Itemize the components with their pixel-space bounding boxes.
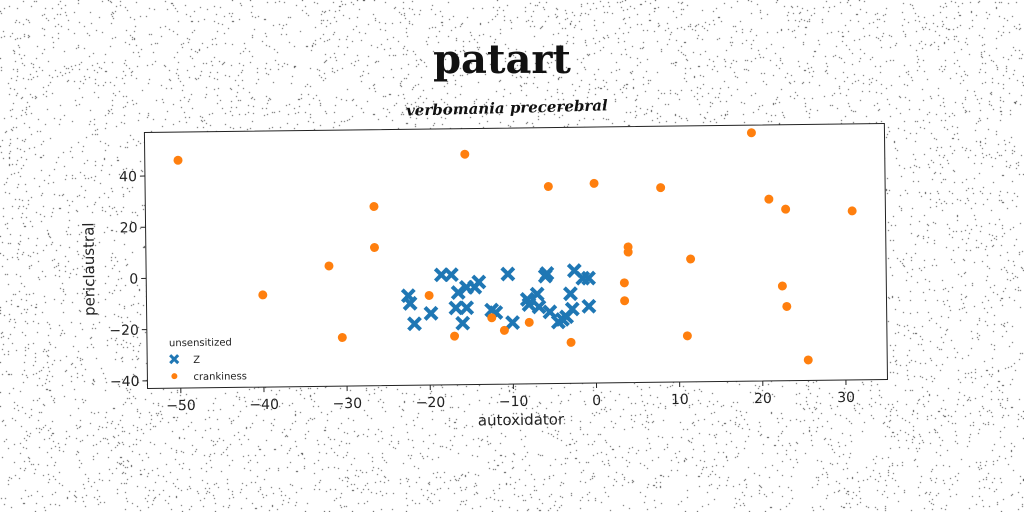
- x-tick-label: 10: [671, 392, 689, 408]
- legend-label-crankiness: crankiness: [193, 371, 247, 383]
- point-crankiness: [847, 206, 857, 216]
- y-axis-label: periclaustral: [80, 222, 99, 316]
- point-z: [581, 270, 597, 286]
- y-tick-label: −20: [109, 323, 139, 339]
- point-crankiness: [524, 317, 534, 327]
- point-crankiness: [682, 331, 692, 341]
- point-z: [505, 315, 521, 331]
- x-tick-label: −50: [166, 398, 196, 414]
- point-crankiness: [369, 202, 379, 212]
- y-tick-label: −40: [110, 374, 140, 390]
- point-crankiness: [746, 128, 756, 138]
- point-z: [455, 315, 471, 331]
- point-z: [581, 298, 597, 314]
- y-tick-label: 20: [120, 220, 138, 236]
- point-crankiness: [543, 181, 553, 191]
- y-tick-label: 0: [129, 272, 138, 288]
- point-z: [471, 274, 487, 290]
- point-crankiness: [424, 290, 434, 300]
- legend-title: unsensitized: [169, 337, 232, 349]
- point-z: [531, 299, 547, 315]
- point-z: [529, 286, 545, 302]
- legend-marker-crankiness: [171, 373, 178, 380]
- axes-frame: [143, 122, 888, 390]
- x-tick-label: −30: [332, 396, 362, 412]
- point-crankiness: [324, 261, 334, 271]
- point-crankiness: [686, 254, 696, 264]
- point-crankiness: [781, 204, 791, 214]
- x-tick-label: 30: [837, 390, 855, 406]
- point-z: [539, 266, 555, 282]
- point-crankiness: [656, 183, 666, 193]
- x-axis-label: autoxidator: [478, 410, 565, 429]
- point-crankiness: [460, 149, 470, 159]
- data-points: [173, 128, 857, 365]
- point-crankiness: [173, 155, 183, 165]
- point-crankiness: [499, 325, 509, 335]
- x-tick-label: 0: [592, 393, 601, 409]
- point-crankiness: [258, 290, 268, 300]
- point-z: [443, 267, 459, 283]
- legend-marker-z: [169, 354, 180, 365]
- plot-area: −50 −40 −30 −20 −10 0 10 20 30 −40 −20 0 20 40 unsen…: [80, 122, 888, 429]
- chart-title: patart: [433, 36, 571, 83]
- y-axis-ticks: −40 −20 0 20 40: [109, 169, 148, 390]
- point-z: [423, 305, 439, 321]
- x-axis-ticks: −50 −40 −30 −20 −10 0 10 20 30: [166, 379, 855, 414]
- point-crankiness: [623, 247, 633, 257]
- point-z: [459, 300, 475, 316]
- point-z: [564, 301, 580, 317]
- point-crankiness: [619, 278, 629, 288]
- point-z: [407, 316, 422, 332]
- point-crankiness: [589, 178, 599, 188]
- point-crankiness: [782, 301, 792, 311]
- point-z: [562, 286, 578, 302]
- point-crankiness: [369, 242, 379, 252]
- point-crankiness: [450, 331, 460, 341]
- x-tick-label: 20: [754, 391, 772, 407]
- x-tick-label: −40: [249, 397, 279, 413]
- point-crankiness: [803, 355, 813, 365]
- point-crankiness: [777, 281, 787, 291]
- point-z: [500, 266, 516, 282]
- point-crankiness: [620, 296, 630, 306]
- point-z: [450, 285, 466, 301]
- legend: unsensitized Z crankiness: [169, 337, 247, 383]
- point-z: [402, 295, 418, 311]
- x-tick-label: −20: [416, 395, 446, 411]
- y-tick-label: 40: [119, 169, 137, 185]
- point-crankiness: [337, 332, 347, 342]
- legend-label-z: Z: [193, 355, 200, 366]
- chart-subtitle: verbomania precerebral: [406, 96, 608, 119]
- point-crankiness: [487, 313, 497, 323]
- point-crankiness: [566, 337, 576, 347]
- x-tick-label: −10: [499, 394, 529, 410]
- point-crankiness: [764, 194, 774, 204]
